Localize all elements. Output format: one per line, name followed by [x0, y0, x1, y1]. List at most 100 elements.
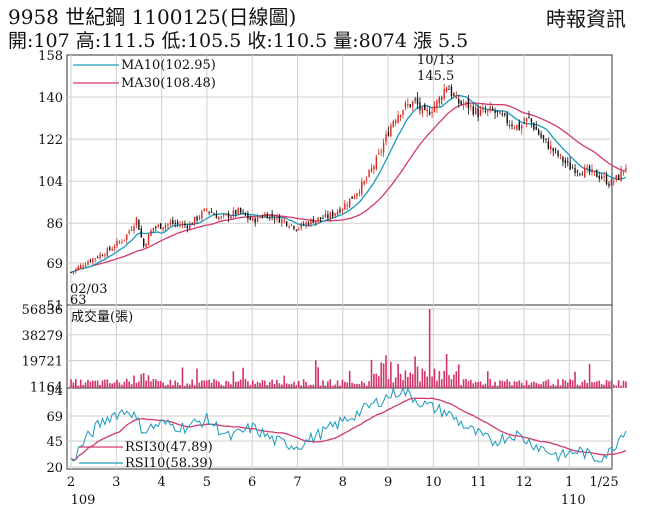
- volume-tick-label: 1164: [30, 380, 63, 395]
- volume-bar: [140, 374, 143, 388]
- candlestick: [298, 226, 300, 231]
- volume-bar: [615, 385, 618, 388]
- candlestick: [450, 84, 453, 99]
- volume-bar: [87, 379, 89, 388]
- candle-body: [249, 217, 252, 220]
- volume-bar: [251, 380, 254, 388]
- candle-body: [159, 223, 162, 229]
- candle-body: [416, 97, 419, 105]
- candlestick: [75, 267, 77, 274]
- candle-body: [252, 217, 254, 221]
- candlestick: [588, 164, 591, 176]
- candle-body: [126, 234, 128, 240]
- low-value-annotation: 63: [70, 293, 87, 308]
- candlestick: [293, 225, 295, 231]
- candlestick: [535, 121, 537, 130]
- rsi-tick-label: 45: [46, 435, 63, 450]
- volume-bar: [503, 381, 506, 388]
- candle-body: [402, 109, 404, 115]
- x-tick-label: 7: [293, 475, 301, 490]
- volume-bar: [302, 379, 305, 388]
- volume-bar: [305, 381, 307, 388]
- candle-body: [472, 106, 474, 115]
- candle-body: [198, 217, 201, 219]
- volume-bar: [213, 378, 215, 388]
- candle-body: [264, 213, 266, 217]
- price-tick-label: 140: [38, 91, 63, 106]
- candle-body: [443, 89, 445, 99]
- volume-bar: [227, 381, 230, 388]
- volume-bar: [205, 380, 208, 388]
- candle-body: [625, 168, 627, 170]
- candlestick: [118, 240, 121, 245]
- candle-body: [455, 96, 457, 99]
- volume-bar: [283, 375, 286, 388]
- volume-bar: [162, 382, 164, 388]
- candlestick: [571, 164, 574, 169]
- x-tick-label: 1/25: [589, 475, 618, 490]
- candle-body: [407, 104, 409, 106]
- candlestick: [109, 245, 111, 252]
- candle-body: [390, 125, 392, 137]
- candlestick: [77, 265, 79, 271]
- candle-body: [203, 208, 205, 212]
- volume-bar: [159, 381, 162, 388]
- candlestick: [186, 223, 189, 233]
- high-value-annotation: 145.5: [417, 69, 454, 84]
- candle-body: [332, 211, 334, 217]
- candle-body: [458, 98, 460, 104]
- candlestick: [135, 216, 138, 229]
- candle-body: [152, 227, 155, 231]
- volume-bar: [499, 380, 501, 388]
- candlestick: [140, 225, 142, 238]
- volume-bar: [438, 371, 441, 388]
- volume-bar: [617, 380, 620, 388]
- candle-body: [467, 99, 470, 109]
- candle-body: [101, 255, 104, 257]
- candle-body: [622, 171, 625, 173]
- volume-bar: [387, 378, 390, 388]
- volume-bar: [72, 382, 75, 388]
- candlestick: [157, 223, 159, 229]
- volume-bar: [457, 364, 460, 388]
- candlestick: [181, 220, 184, 229]
- volume-bar: [75, 379, 77, 388]
- candlestick: [525, 117, 528, 128]
- candle-body: [298, 228, 300, 230]
- candlestick: [249, 215, 252, 221]
- volume-bar: [569, 379, 571, 388]
- volume-bar: [176, 382, 179, 388]
- candlestick: [428, 106, 431, 116]
- volume-bar: [108, 383, 111, 388]
- candlestick: [266, 211, 268, 219]
- candlestick: [227, 210, 230, 223]
- candle-body: [378, 152, 380, 154]
- candlestick: [615, 174, 617, 183]
- candle-body: [521, 125, 523, 129]
- price-tick-label: 69: [46, 257, 63, 272]
- candlestick: [378, 148, 380, 155]
- volume-bar: [545, 380, 547, 388]
- candle-body: [448, 88, 450, 90]
- candle-body: [491, 108, 494, 110]
- candlestick: [385, 130, 387, 146]
- candle-body: [293, 226, 295, 229]
- volume-bar: [508, 381, 511, 388]
- volume-bar: [576, 384, 579, 388]
- volume-title: 成交量(張): [71, 309, 133, 325]
- price-tick-label: 158: [38, 49, 63, 64]
- candlestick: [271, 209, 273, 221]
- candle-body: [518, 122, 521, 130]
- candlestick: [84, 261, 87, 268]
- volume-bar: [293, 381, 295, 388]
- candle-body: [162, 227, 164, 230]
- candle-body: [77, 266, 79, 271]
- candle-body: [368, 170, 370, 177]
- volume-bar: [276, 379, 278, 388]
- candle-body: [489, 106, 491, 111]
- candle-body: [121, 241, 123, 243]
- candlestick: [494, 107, 496, 119]
- candle-body: [588, 165, 591, 173]
- volume-bar: [605, 379, 608, 388]
- candlestick: [150, 228, 152, 237]
